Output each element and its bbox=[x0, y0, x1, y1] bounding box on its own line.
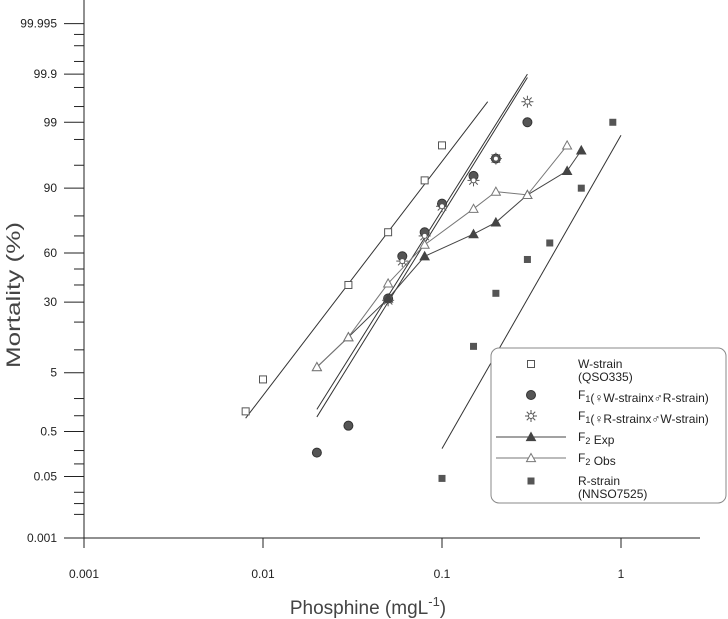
y-axis-title: Mortality (%) bbox=[4, 222, 25, 368]
data-point-series-4 bbox=[561, 139, 573, 150]
legend: W-strain(QSO335) F1(♀W-strainx♂R-strain) F… bbox=[490, 347, 727, 504]
data-point-series-3 bbox=[490, 216, 502, 227]
y-tick-label: 5 bbox=[50, 366, 57, 380]
data-point-series-0 bbox=[344, 280, 353, 289]
data-point-series-3 bbox=[419, 250, 431, 261]
y-tick-label: 99.995 bbox=[20, 17, 57, 31]
y-tick-label: 30 bbox=[44, 295, 58, 309]
y-tick-label: 99.9 bbox=[34, 67, 58, 81]
fit-line-series-5 bbox=[441, 135, 622, 449]
data-point-series-4 bbox=[343, 331, 354, 342]
legend-box bbox=[490, 347, 727, 504]
data-point-series-3 bbox=[382, 292, 394, 303]
data-point-series-4 bbox=[490, 186, 502, 196]
data-point-series-4 bbox=[311, 361, 323, 372]
legend-marker bbox=[527, 360, 535, 368]
data-point-series-4 bbox=[522, 189, 533, 199]
data-point-series-4 bbox=[419, 239, 431, 249]
data-point-series-2 bbox=[521, 95, 534, 108]
legend-marker bbox=[527, 477, 535, 485]
data-point-series-5 bbox=[438, 474, 446, 482]
legend-label: R-strain bbox=[578, 474, 620, 488]
axes: 0.001 0.05 0.5 5 30 60 90 99 99.9 99.995 0.001 0.01… bbox=[20, 0, 700, 581]
data-point-series-5 bbox=[470, 342, 478, 350]
legend-label: W-strain bbox=[578, 357, 622, 371]
data-point-series-5 bbox=[492, 289, 500, 297]
data-point-series-2 bbox=[489, 152, 502, 165]
data-point-series-3 bbox=[575, 144, 587, 155]
data-point-series-3 bbox=[468, 228, 479, 239]
legend-label: F2 Exp bbox=[578, 430, 615, 447]
data-point-series-3 bbox=[561, 165, 573, 176]
legend-label: F1(♀W-strainx♂R-strain) bbox=[578, 388, 709, 405]
legend-label: F2 Obs bbox=[578, 451, 616, 468]
data-point-series-5 bbox=[577, 184, 585, 192]
data-point-series-2 bbox=[467, 174, 480, 187]
legend-marker bbox=[525, 431, 537, 442]
legend-label-line2: (NNSO7525) bbox=[578, 487, 647, 501]
x-tick-label: 1 bbox=[618, 567, 625, 581]
data-point-series-4 bbox=[382, 277, 394, 288]
x-axis-title: Phosphine (mgL-1) bbox=[290, 594, 446, 619]
data-point-series-5 bbox=[546, 239, 554, 247]
data-point-series-1 bbox=[311, 447, 322, 458]
fit-line-series-0 bbox=[245, 101, 489, 419]
x-tick-label: 0.001 bbox=[69, 567, 99, 581]
legend-marker bbox=[525, 452, 537, 463]
x-tick-label: 0.1 bbox=[434, 567, 451, 581]
data-point-series-2 bbox=[436, 200, 448, 213]
legend-marker bbox=[526, 390, 536, 400]
connect-line-series-3 bbox=[316, 150, 582, 368]
legend-marker bbox=[525, 410, 537, 422]
y-tick-label: 0.5 bbox=[40, 424, 57, 438]
data-points bbox=[241, 95, 617, 482]
fit-line-series-2 bbox=[316, 73, 528, 410]
data-point-series-1 bbox=[343, 420, 354, 431]
data-point-series-0 bbox=[259, 375, 267, 384]
data-point-series-0 bbox=[384, 228, 393, 237]
data-point-series-0 bbox=[438, 141, 446, 150]
data-point-series-2 bbox=[396, 255, 409, 268]
data-point-series-1 bbox=[522, 117, 533, 128]
data-point-series-5 bbox=[523, 255, 531, 263]
y-tick-label: 0.001 bbox=[27, 531, 57, 545]
legend-label-line2: (QSO335) bbox=[578, 370, 633, 384]
y-tick-label: 0.05 bbox=[34, 470, 58, 484]
data-point-series-4 bbox=[468, 203, 479, 213]
legend-label: F1(♀R-strainx♂W-strain) bbox=[578, 409, 709, 426]
data-point-series-0 bbox=[241, 407, 250, 416]
y-tick-label: 90 bbox=[44, 181, 58, 195]
x-tick-label: 0.01 bbox=[251, 567, 275, 581]
data-point-series-5 bbox=[609, 118, 617, 126]
data-point-series-0 bbox=[420, 176, 429, 185]
connect-line-series-4 bbox=[316, 145, 568, 368]
y-tick-label: 99 bbox=[44, 115, 58, 129]
y-tick-label: 60 bbox=[44, 246, 58, 260]
